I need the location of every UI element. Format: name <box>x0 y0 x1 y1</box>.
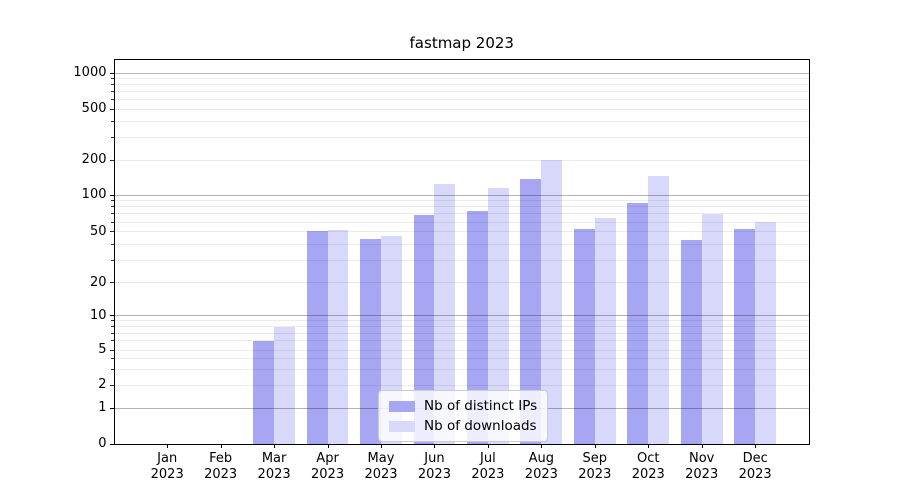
x-tick-label: Nov 2023 <box>685 451 719 482</box>
y-tick-label: 0 <box>98 436 107 451</box>
x-tick-label: Aug 2023 <box>524 451 558 482</box>
legend-item-downloads: Nb of downloads <box>389 418 537 434</box>
x-tick-label: Mar 2023 <box>257 451 291 482</box>
x-tick-label: Feb 2023 <box>204 451 238 482</box>
legend-label-downloads: Nb of downloads <box>424 418 537 434</box>
y-tick-label: 50 <box>89 223 107 239</box>
y-tick-label: 500 <box>81 101 107 116</box>
chart-title: fastmap 2023 <box>409 34 514 52</box>
y-tick-label: 5 <box>98 342 107 357</box>
x-tick-label: Dec 2023 <box>738 451 772 482</box>
y-tick-label: 200 <box>81 152 107 167</box>
y-tick-label: 10 <box>89 307 107 323</box>
x-tick-label: Oct 2023 <box>631 451 665 482</box>
y-tick-label: 2 <box>98 377 107 392</box>
legend-swatch-downloads <box>389 420 415 432</box>
y-tick-label: 1 <box>98 400 107 416</box>
x-tick-label: Jul 2023 <box>471 451 505 482</box>
legend-item-distinct-ips: Nb of distinct IPs <box>389 398 537 414</box>
x-tick-label: Jun 2023 <box>417 451 451 482</box>
plot-area <box>113 59 810 445</box>
x-tick-label: Sep 2023 <box>578 451 612 482</box>
legend: Nb of distinct IPs Nb of downloads <box>378 390 548 442</box>
x-tick-label: May 2023 <box>364 451 398 482</box>
legend-swatch-distinct-ips <box>389 400 415 412</box>
x-tick-label: Apr 2023 <box>311 451 345 482</box>
x-tick-label: Jan 2023 <box>150 451 184 482</box>
y-tick-label: 20 <box>89 274 107 290</box>
y-tick-label: 1000 <box>73 65 107 81</box>
legend-label-distinct-ips: Nb of distinct IPs <box>424 398 538 414</box>
y-tick-label: 100 <box>81 187 107 202</box>
